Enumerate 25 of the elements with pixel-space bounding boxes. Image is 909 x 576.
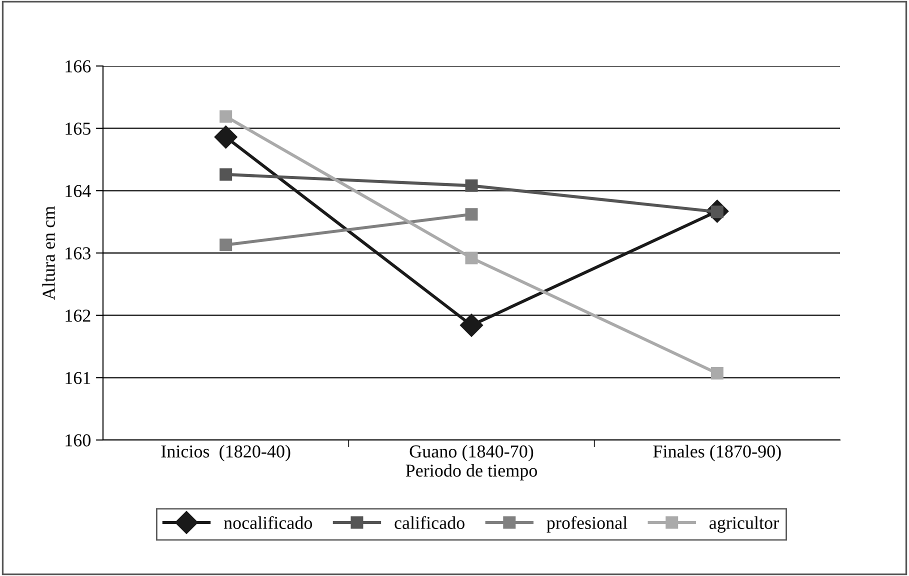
y-tick-label: 161	[66, 372, 90, 384]
point	[710, 367, 724, 380]
y-axis-title: Altura en cm	[42, 206, 55, 300]
point	[465, 208, 478, 221]
point	[220, 238, 232, 252]
x-axis-title: Periodo de tiempo	[406, 464, 538, 480]
legend-label: profesional	[546, 516, 628, 533]
y-tick-label: 160	[66, 434, 91, 446]
point	[220, 168, 232, 181]
y-tick-label: 166	[66, 60, 91, 72]
y-tick-label: 162	[66, 310, 90, 322]
point	[460, 314, 483, 337]
point	[465, 252, 478, 264]
x-tick-label: Guano (1840-70)	[410, 444, 534, 462]
y-tick-label: 163	[66, 247, 90, 260]
legend-label: agricultor	[710, 516, 779, 533]
point	[214, 126, 238, 149]
legend-label: calificado	[394, 516, 464, 529]
x-tick-label: Inicios (1820-40)	[161, 444, 290, 462]
point	[465, 179, 478, 192]
y-tick-label: 164	[66, 184, 91, 198]
x-tick-label: Finales (1870-90)	[653, 444, 781, 462]
legend-label: nocalificado	[224, 516, 312, 529]
y-tick-label: 165	[66, 122, 90, 135]
point	[220, 110, 232, 123]
